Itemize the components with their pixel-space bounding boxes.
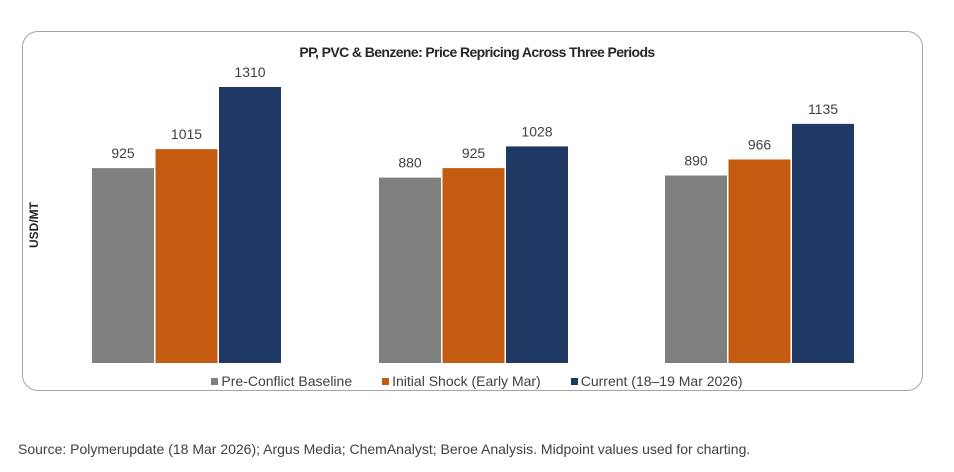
legend-swatch	[211, 377, 219, 385]
data-label: 880	[398, 155, 422, 171]
bar-benzene-series-2	[792, 123, 854, 363]
bar-pvc-series-0	[379, 177, 441, 363]
bar-pp-series-1	[155, 149, 218, 363]
bar-benzene-series-1	[728, 159, 791, 363]
source-note: Source: Polymerupdate (18 Mar 2026); Arg…	[18, 441, 751, 457]
data-label: 1135	[808, 101, 838, 117]
legend-label: Current (18–19 Mar 2026)	[580, 373, 743, 389]
chart-frame	[22, 31, 923, 391]
data-label: 925	[462, 145, 486, 161]
chart-title: PP, PVC & Benzene: Price Repricing Acros…	[299, 44, 655, 60]
bar-pp-series-0	[92, 168, 154, 363]
bar-pvc-series-2	[506, 146, 568, 363]
legend-label: Initial Shock (Early Mar)	[392, 373, 541, 389]
legend: Pre-Conflict Baseline Initial Shock (Ear…	[0, 373, 954, 389]
legend-item: Current (18–19 Mar 2026)	[570, 373, 743, 389]
data-label: 1028	[521, 123, 552, 139]
data-label: 1310	[234, 64, 265, 80]
legend-label: Pre-Conflict Baseline	[221, 373, 353, 389]
legend-item: Pre-Conflict Baseline	[211, 373, 352, 389]
data-label: 966	[748, 136, 772, 152]
bar-pvc-series-1	[442, 168, 505, 363]
legend-swatch	[570, 377, 578, 385]
data-label: 1015	[171, 126, 202, 142]
legend-swatch	[382, 377, 390, 385]
bar-pp-series-2	[219, 87, 281, 363]
bar-benzene-series-0	[665, 175, 727, 363]
legend-item: Initial Shock (Early Mar)	[382, 373, 541, 389]
data-label: 890	[684, 152, 708, 168]
data-label: 925	[111, 145, 135, 161]
